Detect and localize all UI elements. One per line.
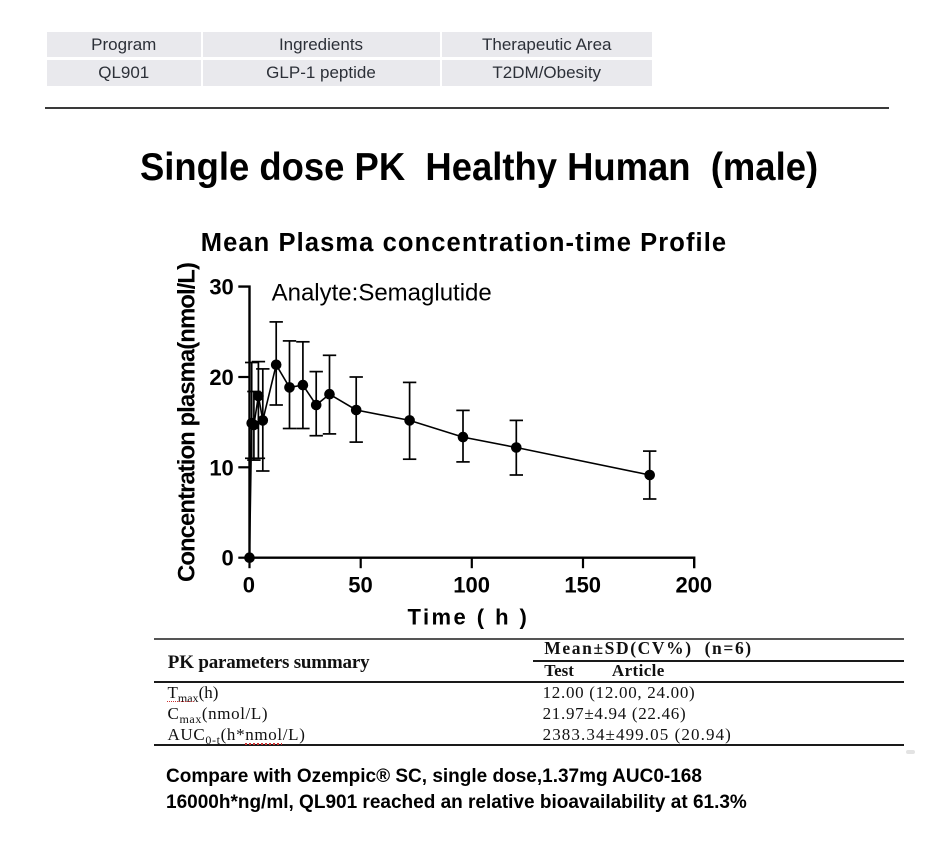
svg-text:0: 0 [222, 546, 234, 571]
svg-text:Time ( h ): Time ( h ) [407, 604, 529, 629]
svg-text:200: 200 [675, 572, 712, 597]
svg-text:30: 30 [209, 275, 233, 300]
svg-text:Mean Plasma concentration-time: Mean Plasma concentration-time Profile [201, 229, 727, 257]
svg-text:0: 0 [243, 572, 255, 597]
svg-text:10: 10 [209, 455, 233, 480]
svg-text:20: 20 [209, 365, 233, 390]
svg-text:Concentration plasma(nmol/L): Concentration plasma(nmol/L) [174, 262, 201, 582]
svg-text:150: 150 [564, 572, 601, 597]
svg-text:50: 50 [348, 572, 372, 597]
svg-text:Analyte:Semaglutide: Analyte:Semaglutide [272, 280, 492, 307]
svg-text:100: 100 [453, 572, 490, 597]
